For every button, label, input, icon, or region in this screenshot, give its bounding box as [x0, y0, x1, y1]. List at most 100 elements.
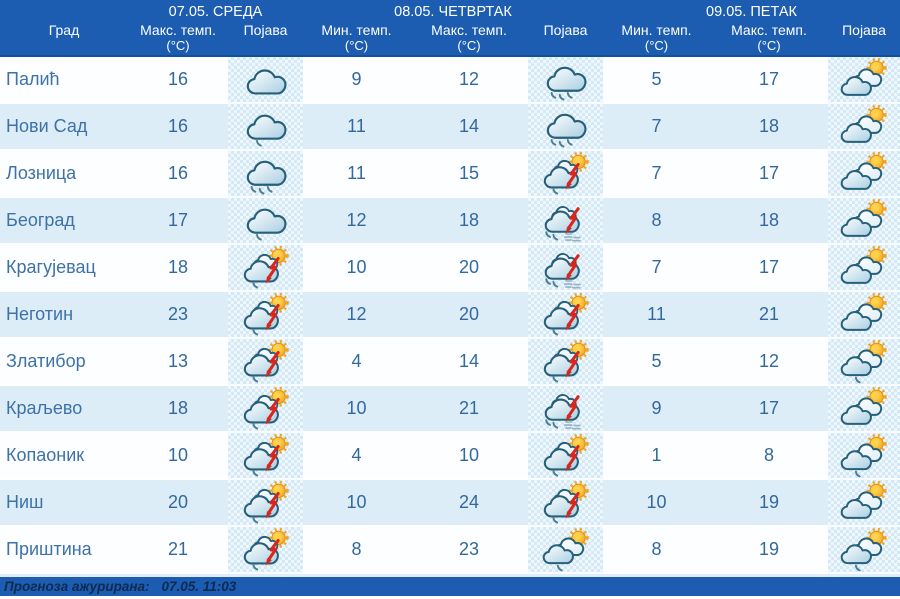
column-label: Макс. темп.: [140, 22, 216, 38]
weather-icon-cell: [228, 104, 303, 151]
max-temp-value: 17: [128, 198, 228, 245]
max-temp-value: 20: [410, 292, 528, 339]
table-header: 07.05. СРЕДА 08.05. ЧЕТВРТАК 09.05. ПЕТА…: [0, 0, 900, 57]
table-row: Палић 16 9 12 5 17: [0, 57, 900, 104]
max-temp-value: 18: [128, 245, 228, 292]
weather-icon-cell: [828, 198, 900, 245]
min-temp-value: 1: [603, 433, 710, 480]
max-temp-value: 18: [710, 104, 828, 151]
min-temp-value: 8: [603, 527, 710, 574]
max-temp-value: 14: [410, 339, 528, 386]
table-row: Крагујевац 18 10 20 7 17: [0, 245, 900, 292]
max-temp-value: 24: [410, 480, 528, 527]
forecast-rows: Палић 16 9 12 5 17 Нови Сад 16 11 14 7 18 Лозница 16 1…: [0, 57, 900, 574]
max-temp-value: 17: [710, 57, 828, 104]
partly-cloudy-icon: [838, 245, 890, 290]
min-temp-value: 5: [603, 57, 710, 104]
column-label: Макс. темп.: [431, 22, 507, 38]
min-temp-value: 7: [603, 245, 710, 292]
day-title-friday: 09.05. ПЕТАК: [706, 4, 797, 20]
max-temp-value: 18: [710, 198, 828, 245]
min-temp-value: 11: [303, 104, 410, 151]
weather-icon-cell: [228, 339, 303, 386]
column-header-d3-max-temp: Макс. темп. (°C): [710, 22, 828, 53]
max-temp-value: 17: [710, 245, 828, 292]
sun-storm-icon: [540, 151, 592, 196]
sun-storm-icon: [240, 433, 292, 478]
forecast-updated-value: 07.05. 11:03: [161, 579, 237, 594]
max-temp-value: 16: [128, 151, 228, 198]
column-label: Појава: [243, 22, 288, 38]
table-row: Краљево 18 10 21 9 17: [0, 386, 900, 433]
max-temp-value: 21: [410, 386, 528, 433]
partly-cloudy-icon: [838, 151, 890, 196]
weather-icon-cell: [528, 245, 603, 292]
column-header-d1-pojava: Појава: [228, 22, 303, 53]
weather-icon-cell: [528, 480, 603, 527]
min-temp-value: 11: [603, 292, 710, 339]
min-temp-value: 11: [303, 151, 410, 198]
weather-icon-cell: [228, 386, 303, 433]
column-unit: (°C): [344, 38, 369, 53]
city-name: Нови Сад: [0, 104, 128, 151]
table-row: Копаоник 10 4 10 1 8: [0, 433, 900, 480]
weather-icon-cell: [228, 57, 303, 104]
weather-icon-cell: [528, 527, 603, 574]
light-rain-icon: [240, 198, 292, 243]
weather-icon-cell: [528, 292, 603, 339]
weather-icon-cell: [228, 245, 303, 292]
min-temp-value: 9: [303, 57, 410, 104]
partly-cloudy-icon: [838, 57, 890, 102]
sun-storm-icon: [540, 480, 592, 525]
min-temp-value: 10: [603, 480, 710, 527]
column-header-d3-min-temp: Мин. темп. (°C): [603, 22, 710, 53]
min-temp-value: 12: [303, 198, 410, 245]
max-temp-value: 21: [128, 527, 228, 574]
max-temp-value: 14: [410, 104, 528, 151]
weather-icon-cell: [828, 433, 900, 480]
max-temp-value: 16: [128, 104, 228, 151]
weather-icon-cell: [828, 292, 900, 339]
weather-icon-cell: [828, 480, 900, 527]
max-temp-value: 12: [710, 339, 828, 386]
city-name: Палић: [0, 57, 128, 104]
weather-icon-cell: [528, 104, 603, 151]
day-titles-spacer: [0, 4, 128, 21]
max-temp-value: 23: [128, 292, 228, 339]
sun-storm-icon: [240, 527, 292, 572]
storm-heavy-rain-icon: [540, 386, 592, 431]
partly-cloudy-icon: [838, 386, 890, 431]
partly-cloudy-drizzle-icon: [540, 527, 592, 572]
weather-icon-cell: [228, 292, 303, 339]
weather-icon-cell: [228, 198, 303, 245]
column-label: Макс. темп.: [731, 22, 807, 38]
day-title-wednesday: 07.05. СРЕДА: [168, 4, 263, 20]
column-unit: (°C): [757, 38, 781, 53]
column-unit: (°C): [457, 38, 481, 53]
city-name: Београд: [0, 198, 128, 245]
max-temp-value: 17: [710, 151, 828, 198]
sun-storm-icon: [240, 480, 292, 525]
weather-icon-cell: [828, 527, 900, 574]
weather-icon-cell: [228, 151, 303, 198]
max-temp-value: 20: [128, 480, 228, 527]
min-temp-value: 4: [303, 433, 410, 480]
column-label: Појава: [842, 22, 886, 38]
max-temp-value: 18: [410, 198, 528, 245]
city-name: Крагујевац: [0, 245, 128, 292]
table-row: Златибор 13 4 14 5 12: [0, 339, 900, 386]
min-temp-value: 8: [603, 198, 710, 245]
max-temp-value: 16: [128, 57, 228, 104]
weather-icon-cell: [528, 198, 603, 245]
column-header-d2-max-temp: Макс. темп. (°C): [410, 22, 528, 53]
table-row: Нови Сад 16 11 14 7 18: [0, 104, 900, 151]
rain-icon: [540, 104, 592, 149]
max-temp-value: 17: [710, 386, 828, 433]
max-temp-value: 23: [410, 527, 528, 574]
sun-storm-icon: [240, 339, 292, 384]
city-name: Приштина: [0, 527, 128, 574]
min-temp-value: 10: [303, 245, 410, 292]
weather-icon-cell: [528, 386, 603, 433]
table-row: Ниш 20 10 24 10 19: [0, 480, 900, 527]
